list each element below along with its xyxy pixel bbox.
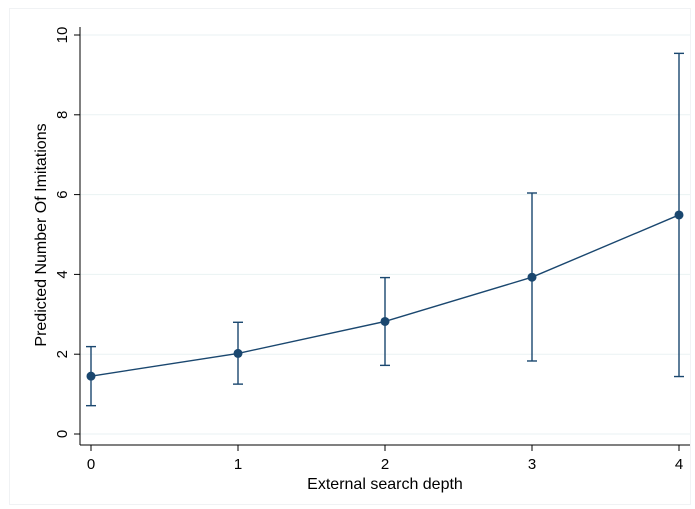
axes: [79, 27, 690, 446]
y-tick-label: 4: [54, 270, 71, 278]
grid-lines: [80, 34, 690, 435]
y-tick-label: 2: [54, 350, 71, 358]
x-axis-title: External search depth: [307, 476, 463, 493]
data-point: [86, 371, 96, 381]
confidence-intervals: [86, 52, 684, 407]
chart-frame: [9, 8, 691, 505]
x-tick-label: 3: [528, 456, 536, 473]
x-tick-label: 1: [234, 456, 242, 473]
data-point: [527, 272, 537, 282]
y-tick-label: 6: [54, 190, 71, 198]
y-axis-title: Predicted Number Of Imitations: [33, 123, 50, 346]
y-tick-label: 0: [54, 430, 71, 438]
data-point: [674, 210, 684, 220]
y-tick-label: 8: [54, 111, 71, 119]
y-tick-label: 10: [54, 27, 71, 44]
data-point: [233, 348, 243, 358]
x-tick-label: 0: [87, 456, 95, 473]
data-points: [86, 210, 684, 381]
x-axis-ticks: 0 1 2 3 4: [87, 445, 683, 473]
data-point: [380, 316, 390, 326]
x-tick-label: 2: [381, 456, 389, 473]
y-axis-ticks: 0 2 4 6 8 10: [54, 27, 80, 438]
x-tick-label: 4: [675, 456, 683, 473]
